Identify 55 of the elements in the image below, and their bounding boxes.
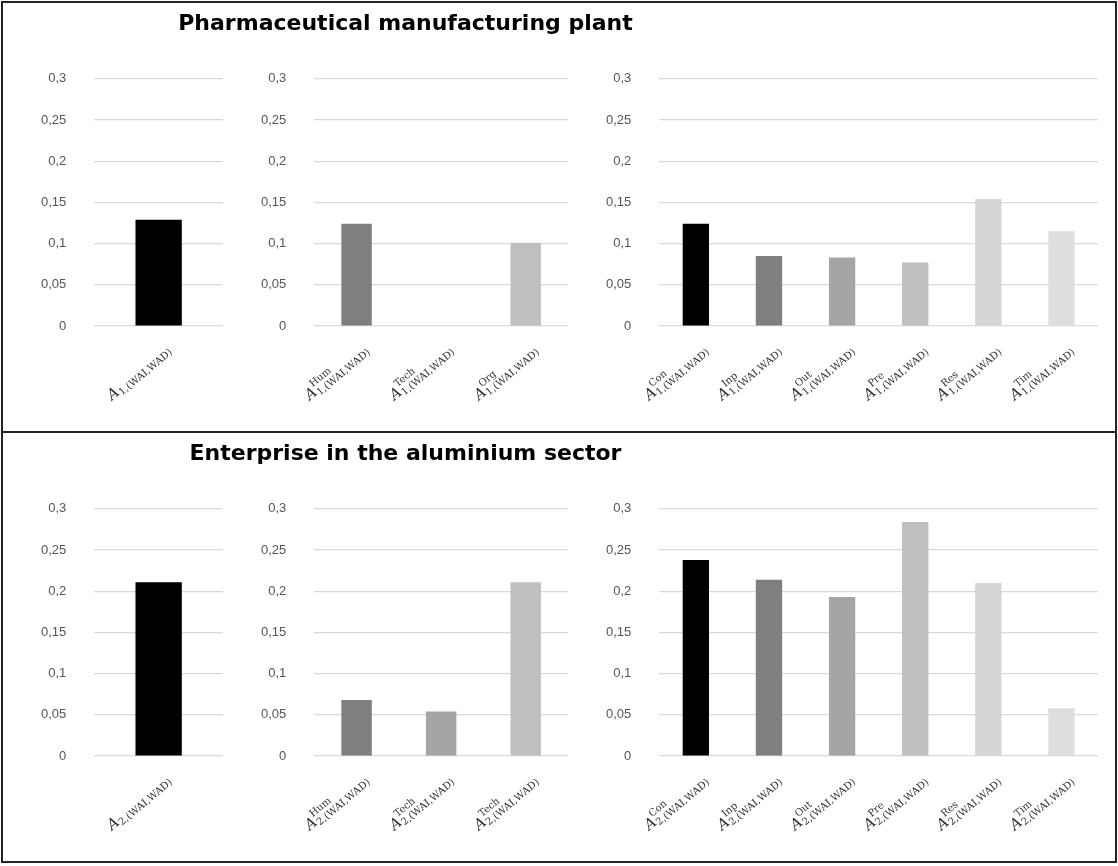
y-tick-label: 0,25 [605, 541, 632, 557]
y-tick-label: 0,1 [613, 665, 632, 681]
y-tick-label: 0,1 [613, 235, 632, 251]
y-tick-label: 0,3 [613, 70, 632, 86]
y-tick-label: 0 [59, 747, 67, 763]
y-tick-label: 0,25 [260, 541, 287, 557]
y-tick-label: 0,2 [48, 582, 67, 598]
bar [902, 262, 929, 326]
y-tick-label: 0,25 [40, 111, 67, 127]
bar [425, 711, 457, 756]
chart-title: Enterprise in the aluminium sector [189, 439, 622, 467]
y-tick-label: 0,1 [268, 235, 287, 251]
y-tick-label: 0,1 [48, 235, 67, 251]
y-tick-label: 0,25 [260, 111, 287, 127]
y-tick-label: 0,3 [48, 500, 67, 516]
bar [341, 699, 372, 756]
y-tick-label: 0,2 [268, 582, 287, 598]
y-tick-label: 0,05 [40, 276, 67, 292]
y-tick-label: 0,3 [268, 70, 287, 86]
y-tick-label: 0,1 [48, 665, 67, 681]
y-tick-label: 0,05 [260, 276, 287, 292]
bar [682, 223, 710, 326]
y-tick-label: 0,2 [613, 582, 632, 598]
y-tick-label: 0,05 [605, 276, 632, 292]
y-tick-label: 0 [624, 747, 632, 763]
bar [510, 582, 541, 756]
y-tick-label: 0 [624, 317, 632, 333]
y-tick-label: 0,05 [40, 706, 67, 722]
y-tick-label: 0,2 [268, 152, 287, 168]
y-tick-label: 0,2 [48, 152, 67, 168]
bar [755, 255, 783, 326]
y-tick-label: 0,15 [40, 623, 67, 639]
y-tick-label: 0,15 [260, 623, 287, 639]
y-tick-label: 0 [279, 747, 287, 763]
y-tick-label: 0,05 [605, 706, 632, 722]
y-tick-label: 0,3 [613, 500, 632, 516]
y-tick-label: 0,15 [260, 193, 287, 209]
bar [828, 257, 856, 326]
chart-title: Pharmaceutical manufacturing plant [178, 9, 633, 37]
y-tick-label: 0,25 [605, 111, 632, 127]
bar [755, 579, 783, 756]
y-tick-label: 0,05 [260, 706, 287, 722]
y-tick-label: 0 [59, 317, 67, 333]
y-tick-label: 0,25 [40, 541, 67, 557]
y-tick-label: 0,15 [605, 193, 632, 209]
y-tick-label: 0,3 [268, 500, 287, 516]
y-tick-label: 0,15 [40, 193, 67, 209]
bar [902, 521, 929, 756]
y-tick-label: 0,3 [48, 70, 67, 86]
y-tick-label: 0,1 [268, 665, 287, 681]
y-tick-label: 0,2 [613, 152, 632, 168]
y-tick-label: 0 [279, 317, 287, 333]
bar [828, 596, 856, 756]
y-tick-label: 0,15 [605, 623, 632, 639]
bar [682, 559, 710, 756]
